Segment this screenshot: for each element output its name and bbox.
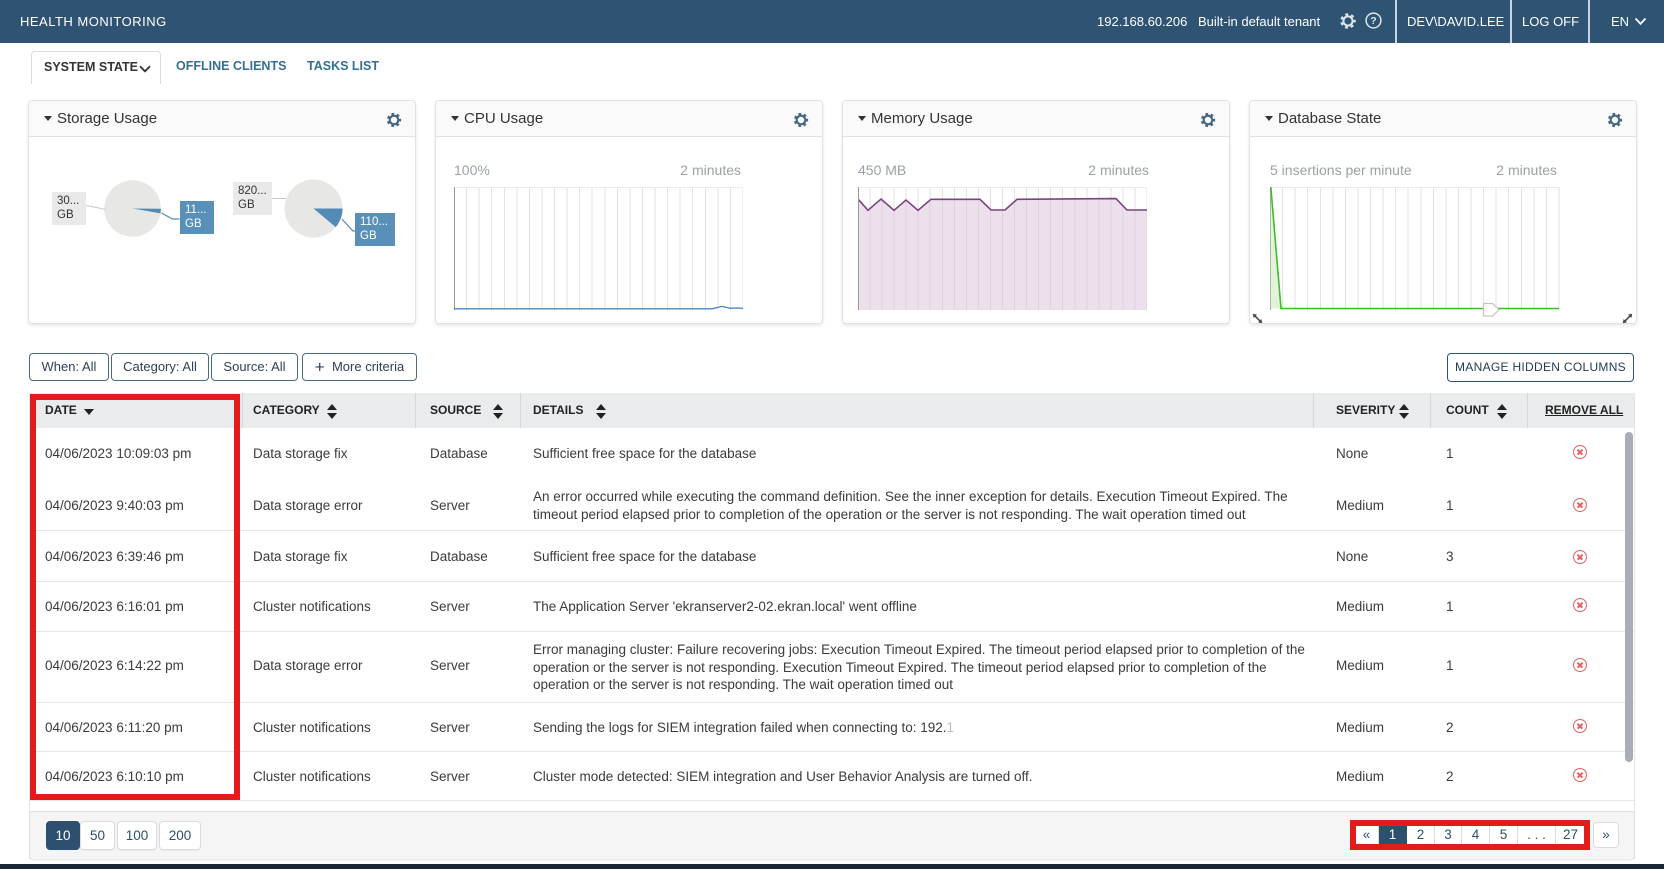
svg-text:?: ? bbox=[1370, 15, 1376, 27]
